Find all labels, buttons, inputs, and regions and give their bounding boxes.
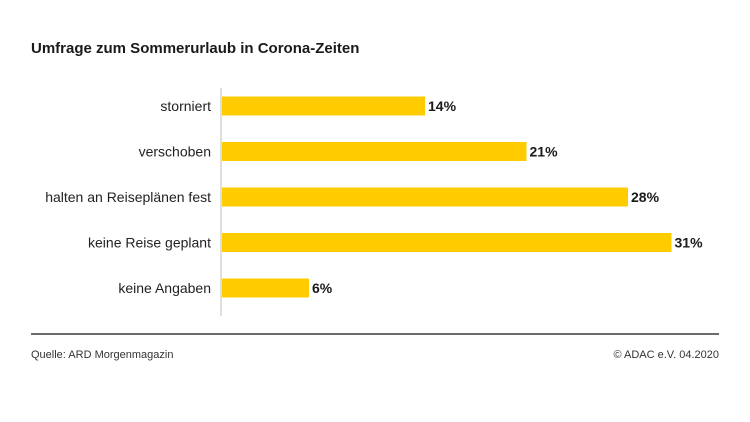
value-label: 31% (675, 235, 704, 251)
value-label: 6% (312, 280, 333, 296)
bar (222, 187, 628, 207)
value-label: 21% (530, 144, 559, 160)
bar (222, 233, 672, 252)
category-label: storniert (160, 98, 211, 114)
bar (222, 278, 309, 298)
source-note: Quelle: ARD Morgenmagazin (31, 349, 174, 361)
footer-divider (31, 333, 719, 335)
category-label: keine Angaben (118, 280, 211, 296)
bar (222, 142, 527, 161)
category-label: verschoben (139, 144, 211, 160)
bar (222, 96, 425, 116)
copyright-note: © ADAC e.V. 04.2020 (613, 349, 719, 361)
category-label: keine Reise geplant (88, 235, 211, 251)
value-label: 14% (428, 98, 457, 114)
category-label: halten an Reiseplänen fest (45, 189, 211, 205)
value-label: 28% (631, 189, 660, 205)
chart-title: Umfrage zum Sommerurlaub in Corona-Zeite… (31, 40, 360, 57)
